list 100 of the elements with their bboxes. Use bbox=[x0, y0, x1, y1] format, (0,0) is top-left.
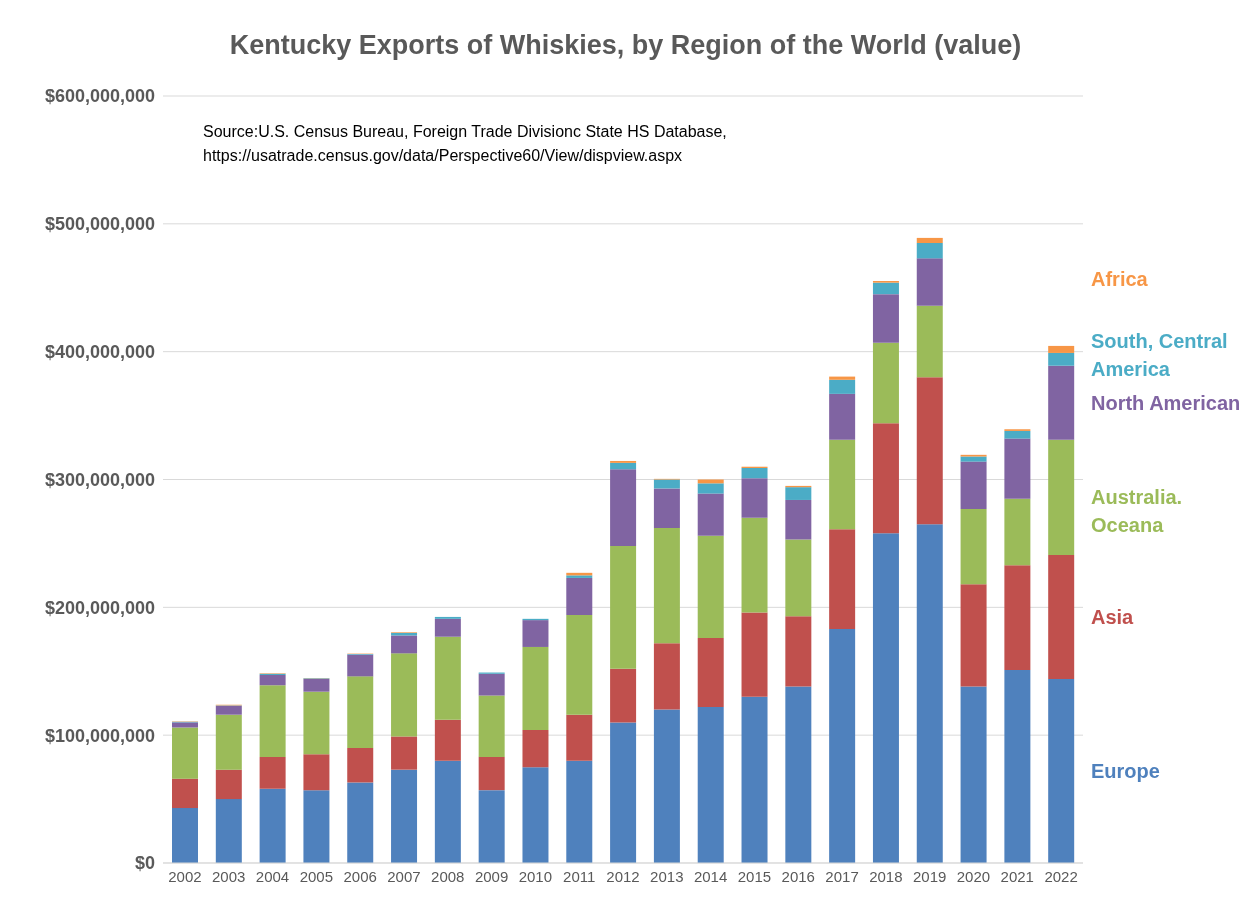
annotation: Source:U.S. Census Bureau, Foreign Trade Divisionc State HS Database, https://usatrade.census.gov/data/Perspective60/View/dispview.aspx bbox=[203, 122, 727, 166]
bar bbox=[478, 790, 505, 863]
bar bbox=[872, 533, 899, 863]
bar bbox=[960, 686, 987, 863]
bar bbox=[741, 517, 768, 613]
bar bbox=[960, 508, 987, 585]
bar bbox=[653, 528, 680, 644]
x-tick-label: 2011 bbox=[563, 867, 596, 885]
bar bbox=[434, 636, 461, 720]
bar bbox=[610, 668, 637, 723]
bar bbox=[872, 282, 899, 295]
bar bbox=[741, 478, 768, 518]
bar bbox=[1004, 498, 1031, 566]
x-tick-label: 2009 bbox=[474, 867, 509, 885]
x-tick-label: 2015 bbox=[737, 867, 772, 885]
bar bbox=[916, 305, 943, 378]
series-label: South, Central America bbox=[1091, 328, 1229, 382]
bar bbox=[522, 646, 549, 731]
bar bbox=[960, 584, 987, 687]
bar bbox=[916, 524, 943, 863]
bar bbox=[610, 469, 637, 546]
bar bbox=[697, 483, 724, 494]
bar bbox=[303, 678, 330, 692]
bar bbox=[303, 754, 330, 791]
bar bbox=[1048, 439, 1075, 555]
bar bbox=[259, 685, 286, 757]
bar bbox=[215, 714, 242, 770]
bar bbox=[741, 468, 768, 479]
bar bbox=[1048, 352, 1075, 366]
bar bbox=[653, 488, 680, 529]
x-tick-label: 2002 bbox=[168, 867, 202, 885]
x-tick-label: 2013 bbox=[650, 867, 684, 885]
x-tick-label: 2018 bbox=[869, 867, 903, 885]
bar bbox=[610, 722, 637, 863]
bar bbox=[172, 808, 198, 863]
bar bbox=[434, 618, 461, 637]
series-label: Asia bbox=[1091, 604, 1135, 630]
bar bbox=[653, 643, 680, 710]
x-tick-label: 2007 bbox=[387, 867, 421, 885]
bar bbox=[829, 379, 856, 394]
bar bbox=[303, 790, 330, 863]
x-tick-label: 2006 bbox=[343, 867, 377, 885]
bar bbox=[697, 707, 724, 863]
y-tick-label: $600,000,000 bbox=[44, 86, 155, 107]
x-tick-label: 2020 bbox=[956, 867, 991, 885]
bar bbox=[478, 695, 505, 757]
bar bbox=[347, 782, 374, 863]
x-tick-label: 2010 bbox=[518, 867, 553, 885]
bar bbox=[829, 439, 856, 530]
bar bbox=[347, 676, 374, 748]
bar bbox=[1048, 365, 1075, 440]
bar bbox=[872, 423, 899, 534]
bar bbox=[391, 736, 418, 770]
bar bbox=[172, 722, 198, 728]
bar bbox=[916, 258, 943, 306]
y-tick-label: $100,000,000 bbox=[44, 725, 155, 746]
bar bbox=[391, 635, 418, 654]
bar bbox=[1004, 565, 1031, 670]
y-tick-label: $500,000,000 bbox=[44, 214, 155, 235]
bar bbox=[829, 393, 856, 440]
bar bbox=[522, 620, 549, 647]
bar bbox=[697, 493, 724, 536]
x-tick-label: 2019 bbox=[912, 867, 947, 885]
series-label: North American bbox=[1091, 390, 1242, 416]
bar bbox=[566, 615, 593, 715]
bar bbox=[610, 545, 637, 669]
bar bbox=[478, 673, 505, 696]
y-tick-label: $300,000,000 bbox=[44, 469, 155, 490]
bar bbox=[215, 705, 242, 715]
bar bbox=[785, 616, 812, 687]
bar bbox=[1048, 678, 1075, 863]
bar bbox=[391, 769, 418, 863]
bar bbox=[259, 675, 286, 686]
bar bbox=[741, 696, 768, 863]
bar bbox=[785, 499, 812, 540]
bar bbox=[522, 730, 549, 768]
series-label: Europe bbox=[1091, 758, 1161, 784]
x-tick-label: 2003 bbox=[212, 867, 246, 885]
x-tick-label: 2022 bbox=[1044, 867, 1078, 885]
bar bbox=[829, 629, 856, 863]
bar bbox=[172, 727, 198, 779]
bar bbox=[566, 760, 593, 863]
bar bbox=[960, 456, 987, 462]
x-tick-label: 2017 bbox=[825, 867, 859, 885]
bar bbox=[1004, 430, 1031, 439]
bar bbox=[741, 612, 768, 697]
x-tick-label: 2016 bbox=[781, 867, 815, 885]
bar bbox=[566, 577, 593, 615]
bar bbox=[697, 535, 724, 639]
bar bbox=[785, 539, 812, 617]
bar bbox=[829, 376, 856, 380]
bar bbox=[259, 788, 286, 863]
bar bbox=[916, 243, 943, 259]
x-tick-label: 2005 bbox=[299, 867, 334, 885]
bar bbox=[1004, 669, 1031, 863]
bar bbox=[872, 342, 899, 424]
bar bbox=[391, 653, 418, 737]
x-tick-label: 2008 bbox=[431, 867, 465, 885]
bar bbox=[610, 462, 637, 470]
bar bbox=[566, 714, 593, 761]
